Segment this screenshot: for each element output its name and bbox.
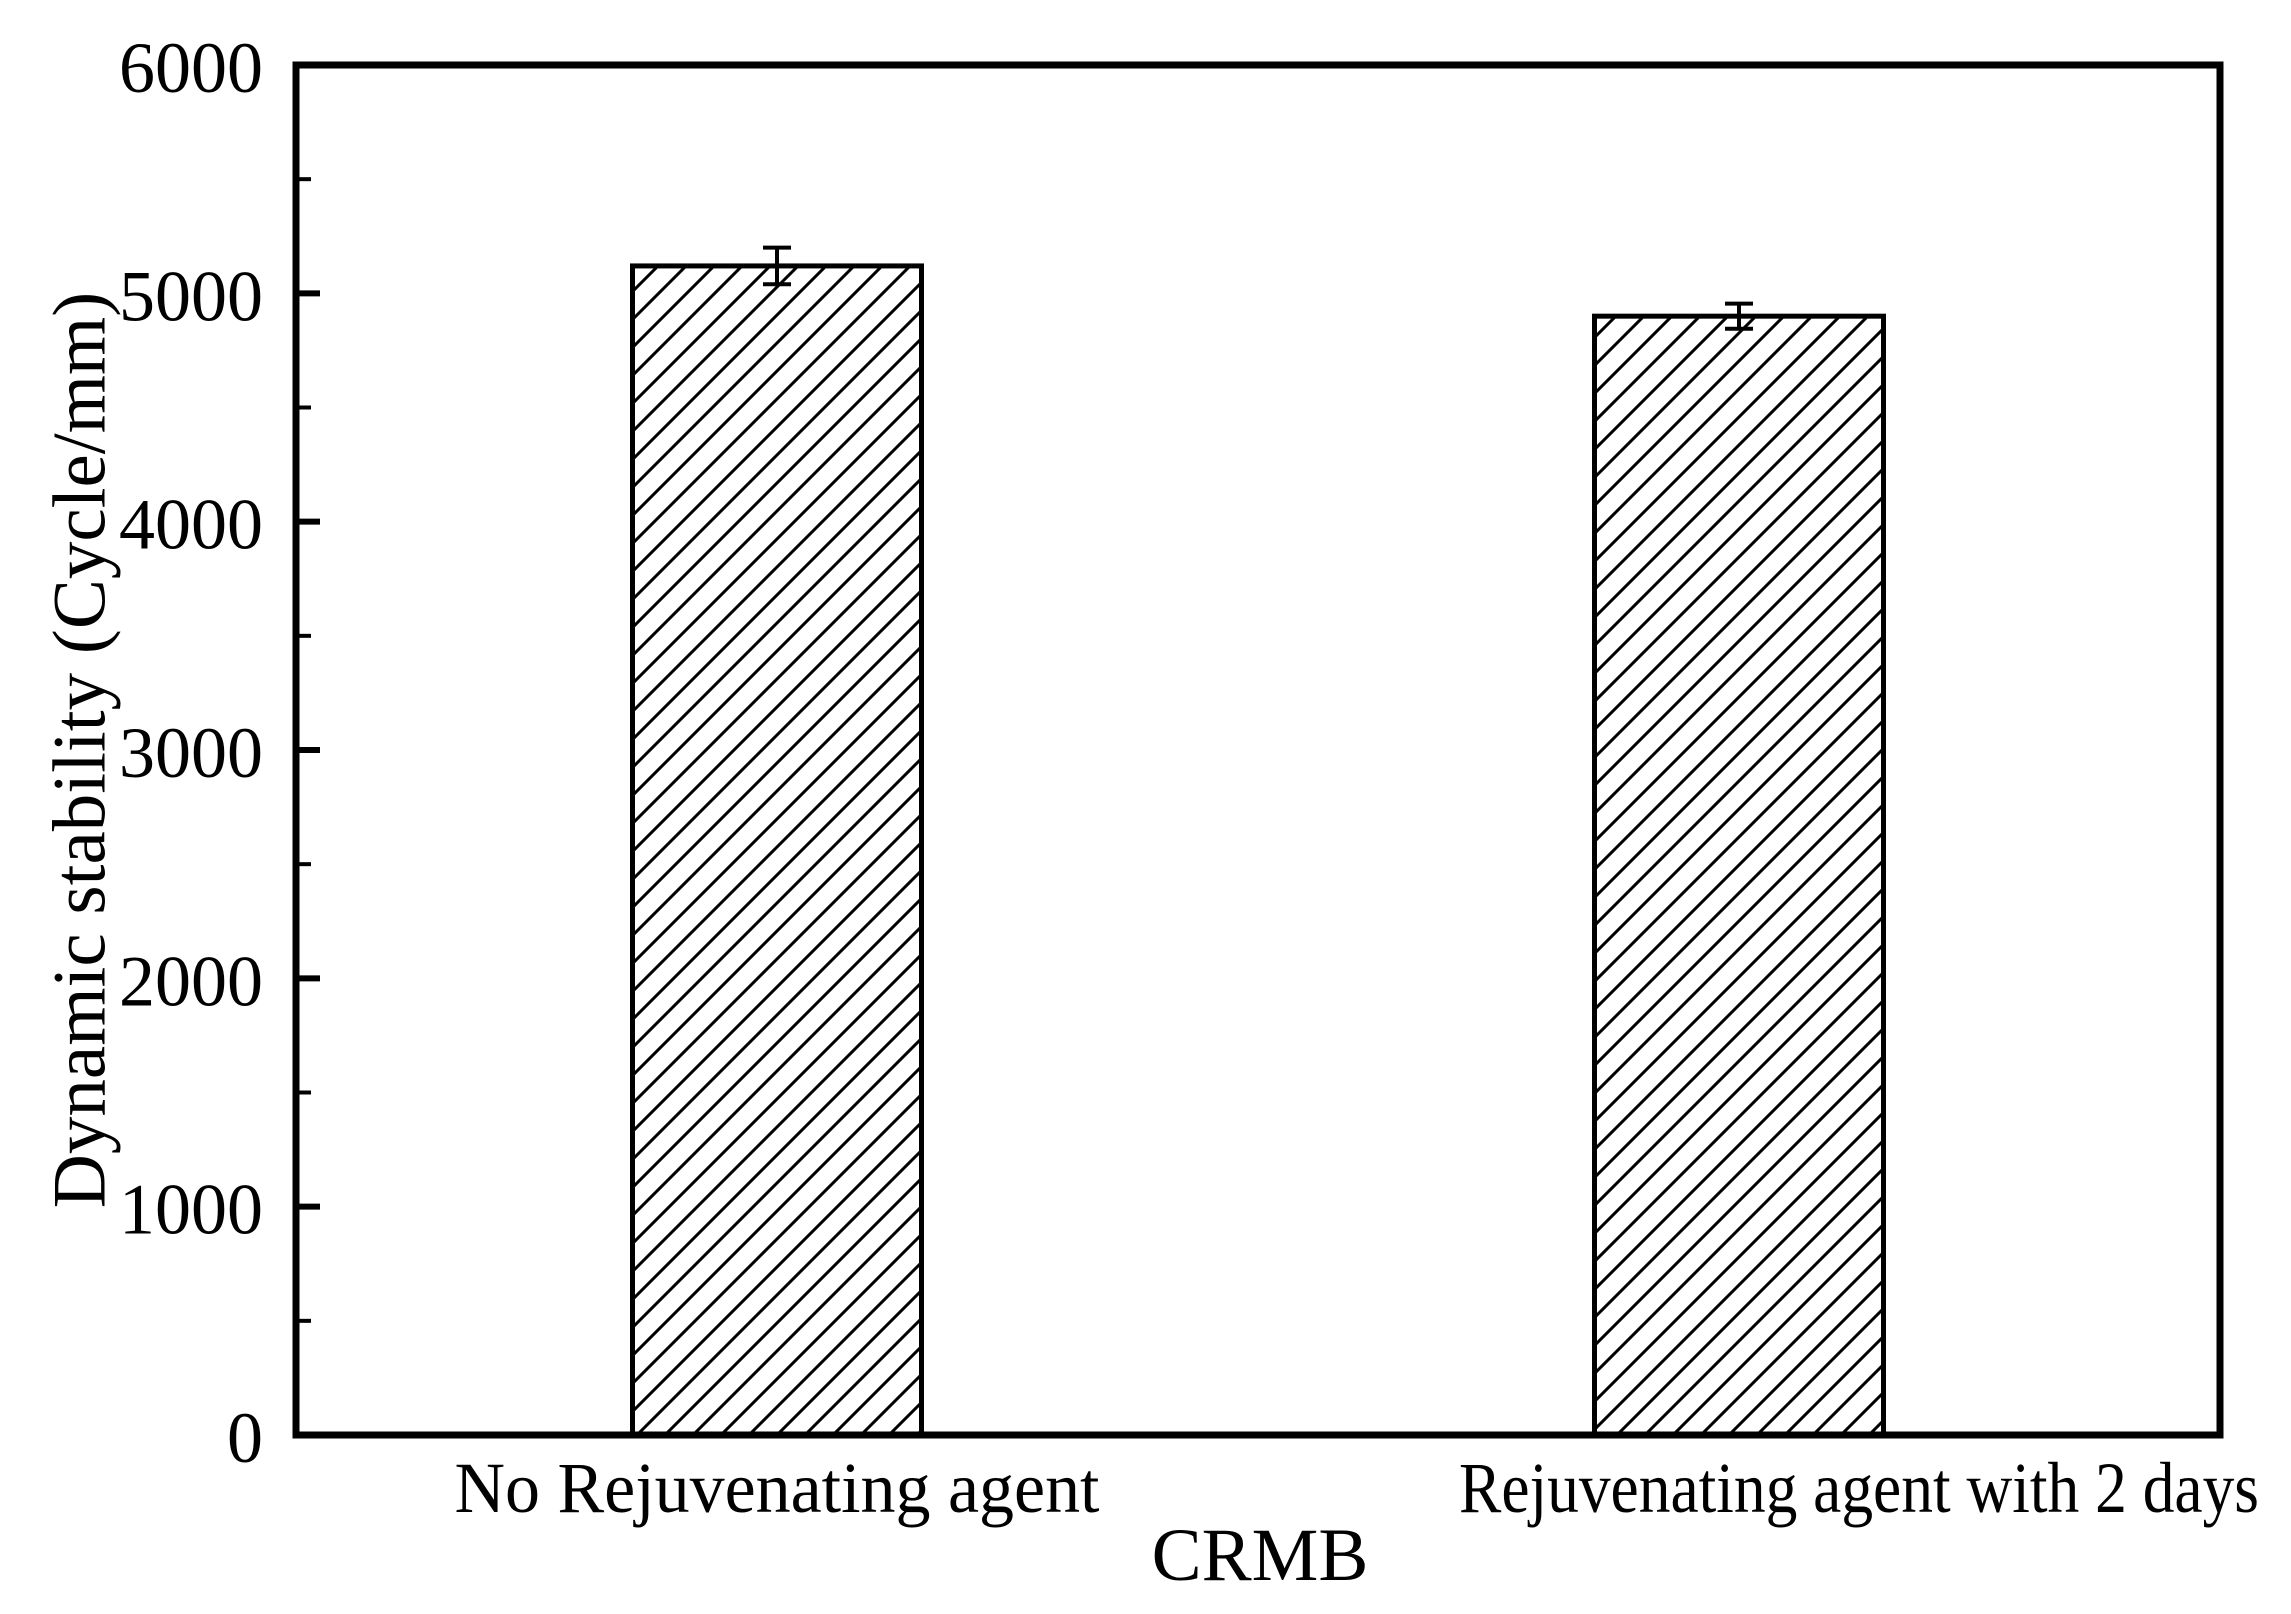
y-tick-label: 3000 xyxy=(119,713,263,793)
x-axis-title: CRMB xyxy=(1152,1514,1369,1597)
plot-border xyxy=(292,61,2224,1439)
bar xyxy=(1592,313,1886,1438)
bar xyxy=(630,263,924,1438)
y-tick-label: 0 xyxy=(227,1398,263,1478)
plot-area: 0 1000 2000 3000 4000 5000 6000 No Rejuvenating… xyxy=(119,28,2259,1528)
y-tick-label: 2000 xyxy=(119,941,263,1021)
y-axis-title: Dynamic stability (Cycle/mm) xyxy=(39,292,122,1208)
y-tick-label: 1000 xyxy=(119,1170,263,1250)
category-label: Rejuvenating agent with 2 days xyxy=(1459,1448,2259,1528)
y-tick-label: 4000 xyxy=(119,485,263,565)
y-tick-label: 6000 xyxy=(119,28,263,108)
y-tick-label: 5000 xyxy=(119,256,263,336)
category-label: No Rejuvenating agent xyxy=(455,1448,1100,1528)
